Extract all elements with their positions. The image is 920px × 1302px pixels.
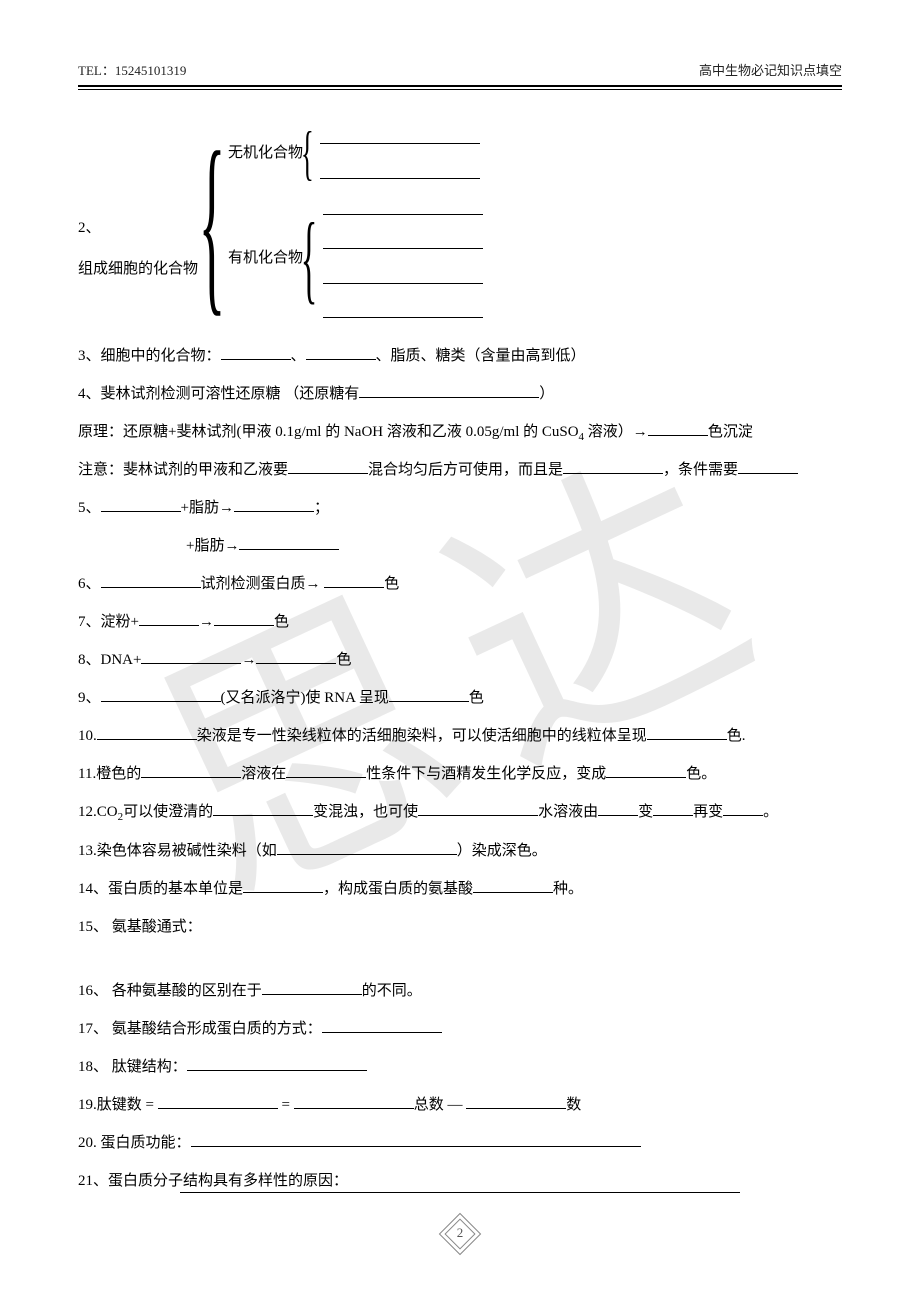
blank[interactable] <box>139 610 199 627</box>
q4: 4、斐林试剂检测可溶性还原糖 （还原糖有） <box>78 376 842 412</box>
blank[interactable] <box>389 686 469 703</box>
blank[interactable] <box>141 762 241 779</box>
blank[interactable] <box>213 800 313 817</box>
blank[interactable] <box>323 267 483 284</box>
q4-principle: 原理：还原糖+斐林试剂(甲液 0.1g/ml 的 NaOH 溶液和乙液 0.05… <box>78 414 842 450</box>
q21: 21、蛋白质分子结构具有多样性的原因： <box>78 1163 842 1199</box>
blank[interactable] <box>606 762 686 779</box>
header-left: TEL：15245101319 <box>78 60 186 79</box>
blank[interactable] <box>101 686 221 703</box>
blank[interactable] <box>141 648 241 665</box>
blank[interactable] <box>653 800 693 817</box>
q8: 8、DNA+→色 <box>78 642 842 678</box>
q2-number: 2、 <box>78 210 101 246</box>
blank[interactable] <box>306 344 376 361</box>
blank[interactable] <box>320 162 480 179</box>
blank[interactable] <box>647 724 727 741</box>
blank[interactable] <box>598 800 638 817</box>
q2-branch2: 有机化合物 <box>228 240 303 276</box>
q5: 5、+脂肪→； <box>78 490 842 526</box>
header-rule-thick <box>78 85 842 87</box>
q12: 12.CO2可以使澄清的变混浊，也可使水溶液由变再变。 <box>78 794 842 830</box>
blank[interactable] <box>324 572 384 589</box>
blank[interactable] <box>101 572 201 589</box>
q16: 16、 各种氨基酸的区别在于的不同。 <box>78 973 842 1009</box>
q6: 6、试剂检测蛋白质→ 色 <box>78 566 842 602</box>
blank[interactable] <box>158 1092 278 1109</box>
blank[interactable] <box>243 876 323 893</box>
q4-note: 注意：斐林试剂的甲液和乙液要混合均匀后方可使用，而且是，条件需要 <box>78 452 842 488</box>
blank[interactable] <box>323 198 483 215</box>
page-header: TEL：15245101319 高中生物必记知识点填空 <box>78 60 842 83</box>
blank[interactable] <box>323 302 483 319</box>
blank[interactable] <box>191 1130 641 1147</box>
blank[interactable] <box>214 610 274 627</box>
blank[interactable] <box>277 838 457 855</box>
blank[interactable] <box>648 420 708 437</box>
q2-diagram: 2、 组成细胞的化合物 { 无机化合物 { 有机化合物 { <box>78 118 842 328</box>
q19: 19.肽键数 = = 总数 — 数 <box>78 1087 842 1123</box>
blank[interactable] <box>322 1016 442 1033</box>
header-right: 高中生物必记知识点填空 <box>699 60 842 79</box>
blank[interactable] <box>262 978 362 995</box>
blank[interactable] <box>187 1054 367 1071</box>
blank[interactable] <box>288 458 368 475</box>
blank[interactable] <box>286 762 366 779</box>
q2-branch1: 无机化合物 <box>228 135 303 171</box>
blank[interactable] <box>418 800 538 817</box>
q2-main-label: 组成细胞的化合物 <box>78 251 198 287</box>
blank[interactable] <box>221 344 291 361</box>
blank[interactable] <box>256 648 336 665</box>
blank[interactable] <box>563 458 663 475</box>
q15: 15、 氨基酸通式： <box>78 909 842 945</box>
blank[interactable] <box>234 496 314 513</box>
blank[interactable] <box>466 1092 566 1109</box>
blank[interactable] <box>723 800 763 817</box>
q10: 10.染液是专一性染线粒体的活细胞染料，可以使活细胞中的线粒体呈现色. <box>78 718 842 754</box>
q11: 11.橙色的溶液在性条件下与酒精发生化学反应，变成色。 <box>78 756 842 792</box>
q18: 18、 肽键结构： <box>78 1049 842 1085</box>
blank[interactable] <box>239 534 339 551</box>
q20: 20. 蛋白质功能： <box>78 1125 842 1161</box>
q14: 14、蛋白质的基本单位是，构成蛋白质的氨基酸种。 <box>78 871 842 907</box>
content: 2、 组成细胞的化合物 { 无机化合物 { 有机化合物 { <box>78 118 842 1199</box>
q9: 9、(又名派洛宁)使 RNA 呈现色 <box>78 680 842 716</box>
blank[interactable] <box>359 382 539 399</box>
blank[interactable] <box>101 496 181 513</box>
blank[interactable] <box>473 876 553 893</box>
q5-line2: +脂肪→ <box>78 528 842 564</box>
q13: 13.染色体容易被碱性染料（如）染成深色。 <box>78 833 842 869</box>
header-rule-thin <box>78 89 842 90</box>
blank[interactable] <box>323 233 483 250</box>
blank[interactable] <box>738 458 798 475</box>
q17: 17、 氨基酸结合形成蛋白质的方式： <box>78 1011 842 1047</box>
q7: 7、淀粉+→色 <box>78 604 842 640</box>
blank[interactable] <box>97 724 197 741</box>
blank[interactable] <box>320 128 480 145</box>
blank[interactable] <box>294 1092 414 1109</box>
q3: 3、细胞中的化合物：、、脂质、糖类（含量由高到低） <box>78 338 842 374</box>
